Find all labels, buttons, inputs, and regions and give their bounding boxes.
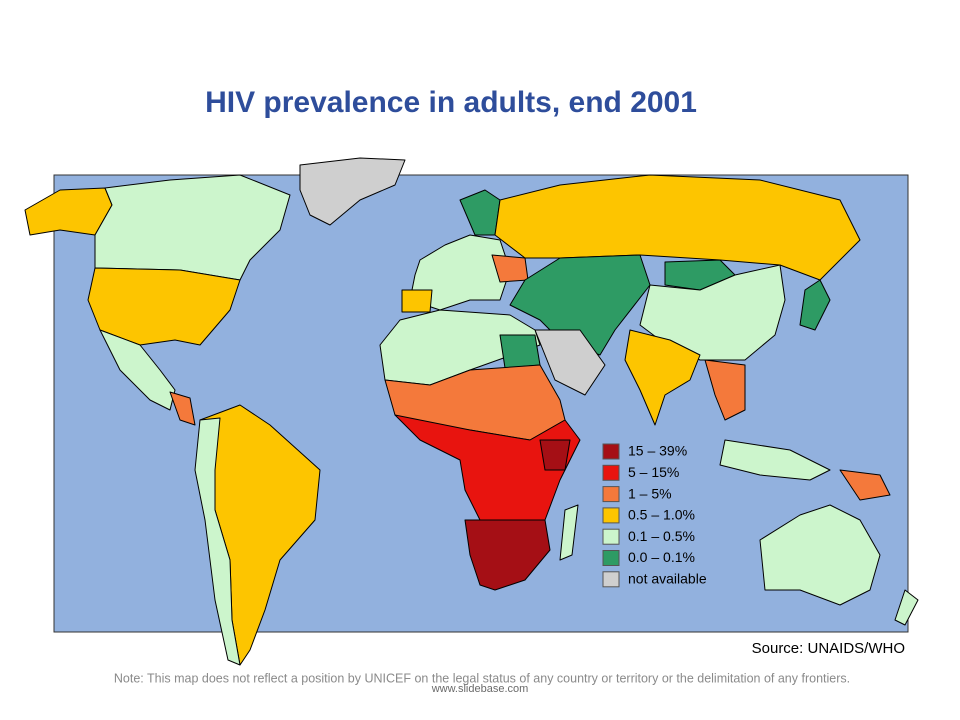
legend-label: 5 – 15% xyxy=(628,464,679,480)
madagascar xyxy=(559,504,579,561)
australia xyxy=(759,504,881,606)
china xyxy=(639,264,786,361)
legend: 15 – 39% 5 – 15% 1 – 5% 0.5 – 1.0% 0.1 – 0.5… xyxy=(602,443,707,588)
legend-swatch xyxy=(602,571,620,588)
legend-swatch xyxy=(602,550,620,566)
legend-label: not available xyxy=(628,571,707,587)
japan xyxy=(799,279,831,331)
usa xyxy=(87,267,241,346)
west-asia xyxy=(509,254,651,356)
legend-label: 1 – 5% xyxy=(628,485,672,501)
note: Note: This map does not reflect a positi… xyxy=(114,671,850,685)
spain xyxy=(401,289,433,313)
title: HIV prevalence in adults, end 2001 xyxy=(205,86,697,119)
russia xyxy=(494,174,861,281)
southern-africa xyxy=(464,519,551,591)
legend-label: 0.5 – 1.0% xyxy=(628,507,695,523)
india xyxy=(624,329,701,426)
legend-label: 0.1 – 0.5% xyxy=(628,528,695,544)
legend-label: 0.0 – 0.1% xyxy=(628,549,695,565)
central-africa xyxy=(394,414,581,521)
andes xyxy=(194,417,241,666)
indonesia xyxy=(719,439,831,481)
kenya xyxy=(539,439,571,471)
legend-swatch xyxy=(602,528,620,545)
se-asia xyxy=(704,359,746,421)
greenland xyxy=(299,157,406,226)
canada xyxy=(94,174,291,281)
legend-swatch xyxy=(602,464,620,481)
watermark: www.slidebase.com xyxy=(431,683,529,695)
png xyxy=(839,469,891,501)
legend-swatch xyxy=(602,486,620,503)
new-zealand xyxy=(894,589,919,626)
egypt xyxy=(499,334,541,369)
central-america xyxy=(169,391,196,426)
legend-swatch xyxy=(602,507,620,524)
legend-label: 15 – 39% xyxy=(628,443,687,459)
arabia xyxy=(534,329,606,396)
source: Source: UNAIDS/WHO xyxy=(752,640,905,657)
map xyxy=(24,157,919,666)
legend-swatch xyxy=(602,443,620,460)
